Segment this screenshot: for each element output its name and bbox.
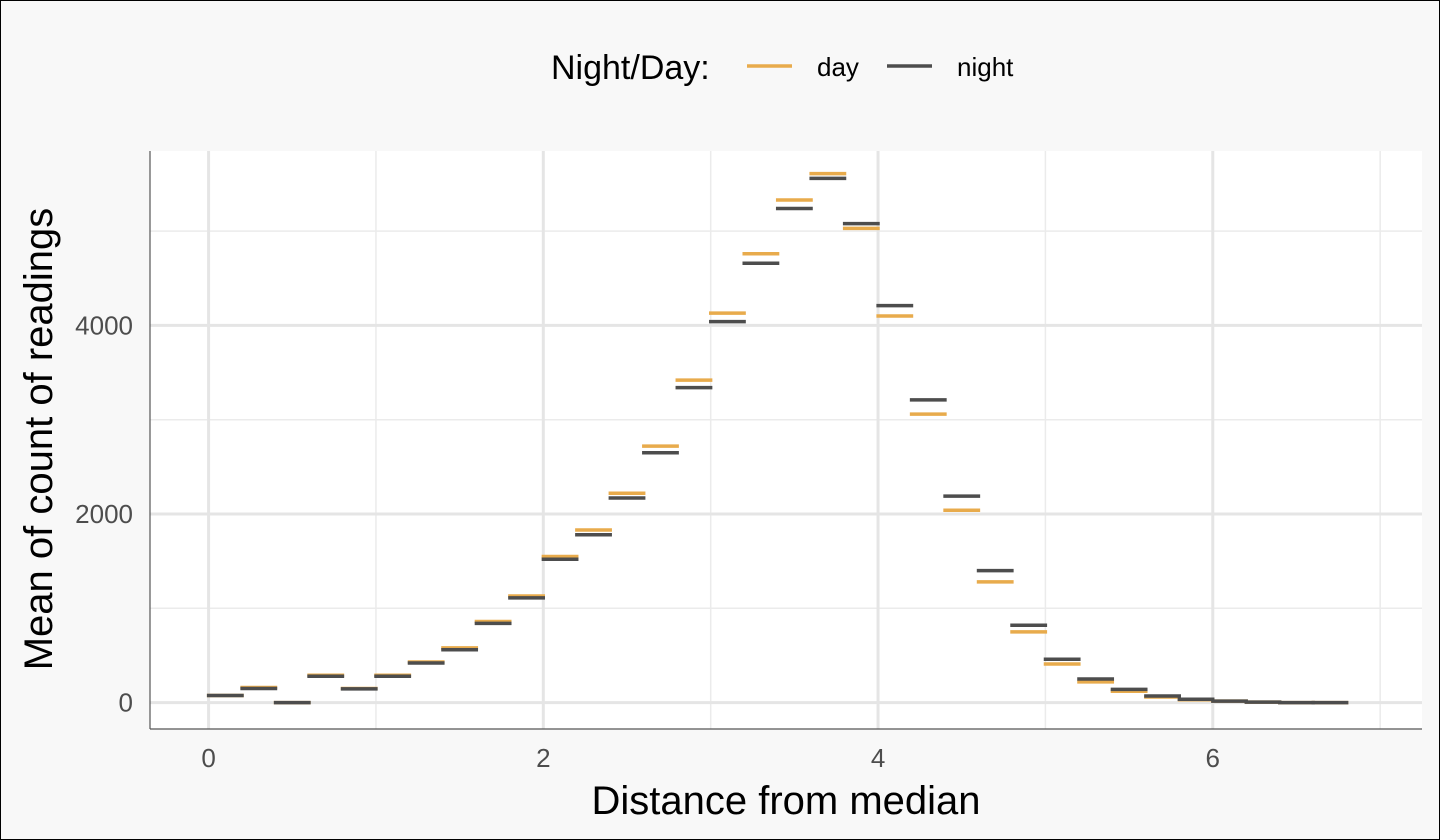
axes [149,151,1422,730]
x-tick-label: 6 [1206,743,1220,773]
minor-gridlines [150,151,1422,729]
y-tick-label: 2000 [75,499,133,529]
major-gridlines [150,151,1422,729]
y-tick-label: 0 [119,688,133,718]
legend-label-night: night [957,52,1014,82]
x-tick-label: 2 [536,743,550,773]
y-tick-label: 4000 [75,310,133,340]
plot-panel [150,151,1422,729]
y-axis-label: Mean of count of readings [17,208,61,671]
ticks: 0 2 4 6 0 2000 4000 [75,310,1220,773]
legend-title: Night/Day: [551,49,710,87]
x-tick-label: 0 [201,743,215,773]
data-marks [206,171,1349,705]
legend-label-day: day [817,52,859,82]
legend: Night/Day: day night [551,49,1014,87]
x-axis-label: Distance from median [591,779,980,823]
x-tick-label: 4 [871,743,885,773]
